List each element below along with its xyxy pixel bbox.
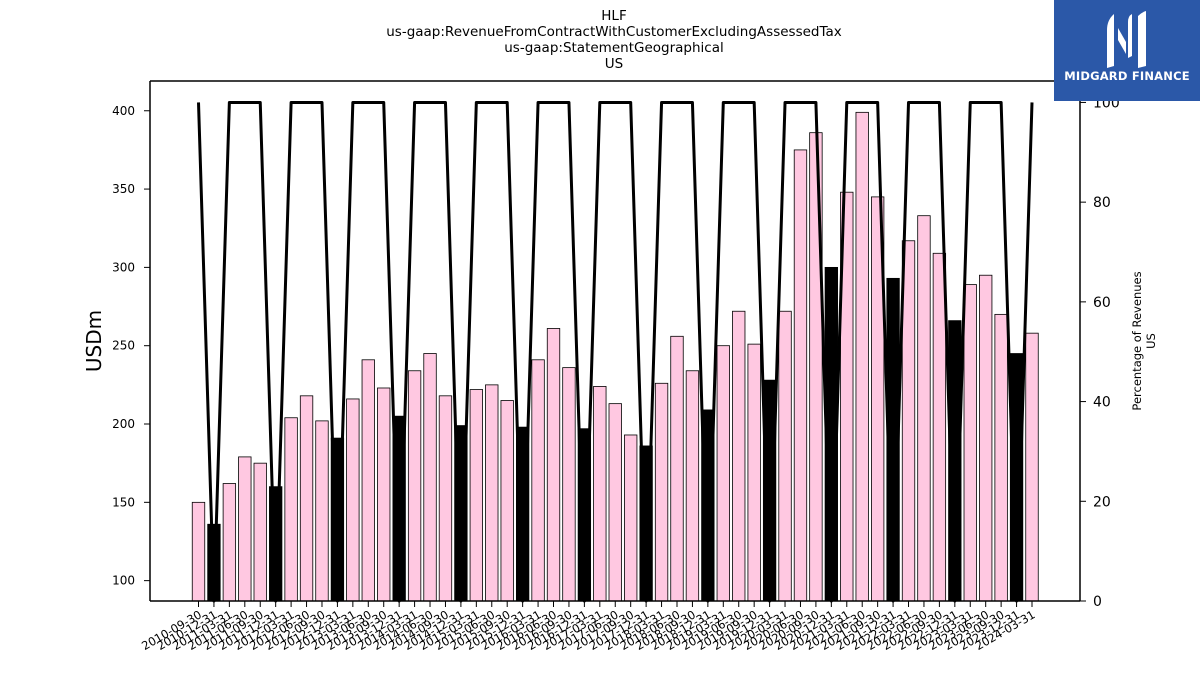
bar [1025,332,1039,602]
bar [253,462,267,602]
bar-series [191,111,1039,602]
bar [979,274,993,602]
bar [299,395,314,602]
midgard-finance-logo: MIDGARD FINANCE [1054,0,1200,101]
bar [917,215,931,602]
bar [901,240,916,602]
bar [407,370,422,602]
bar [531,359,545,602]
y-tick-label: 150 [112,495,135,509]
bar [469,389,483,602]
bar [994,313,1008,602]
bar [423,353,437,602]
bar [315,420,329,602]
bar [485,384,499,602]
bar [438,395,453,602]
x-axis: 2010-09-302010-12-312011-03-312011-06-30… [139,601,1038,653]
y-axis-left: 100 150 200 250 300 350 400 [112,104,150,588]
bar [685,370,700,602]
y2-tick-label: 40 [1093,395,1111,411]
bar [716,345,730,602]
bar [608,403,622,602]
midgard-logo-icon [1107,11,1146,68]
title-line: US [605,56,623,72]
y2-label-line: US [1144,333,1158,349]
bar [654,382,669,602]
y-tick-label: 350 [112,182,135,196]
bar [778,310,792,602]
title-line: us-gaap:RevenueFromContractWithCustomerE… [386,24,842,40]
bar [562,367,576,602]
y-axis-label: USDm [82,310,106,372]
bar [793,149,808,602]
bar [377,387,391,602]
bar [284,417,298,602]
bar [732,310,746,602]
bar [855,111,869,602]
y-tick-label: 300 [112,260,135,274]
bar [747,343,761,602]
y2-tick-label: 60 [1093,295,1111,311]
bar [222,483,237,602]
bar [670,335,684,602]
chart-title: HLFus-gaap:RevenueFromContractWithCustom… [386,8,842,72]
y-tick-label: 250 [112,339,135,353]
title-line: us-gaap:StatementGeographical [504,40,723,56]
bar [546,328,561,602]
y2-tick-label: 0 [1093,594,1102,610]
bar [191,501,206,602]
y2-tick-label: 80 [1093,195,1111,211]
logo-text: MIDGARD FINANCE [1064,69,1190,83]
y2-label-line: Percentage of Revenues [1130,271,1144,410]
bar [500,400,514,602]
bar [346,398,360,602]
bar [963,284,977,602]
y-tick-label: 400 [112,104,135,118]
bar [932,252,947,602]
y-axis-right-label: Percentage of Revenues US [1130,271,1158,410]
y2-tick-label: 20 [1093,494,1111,510]
bar [361,359,375,602]
y-tick-label: 100 [112,574,135,588]
bar [593,386,607,602]
y-tick-label: 200 [112,417,135,431]
bar [624,434,638,602]
title-line: HLF [601,8,626,24]
bar [238,456,252,602]
